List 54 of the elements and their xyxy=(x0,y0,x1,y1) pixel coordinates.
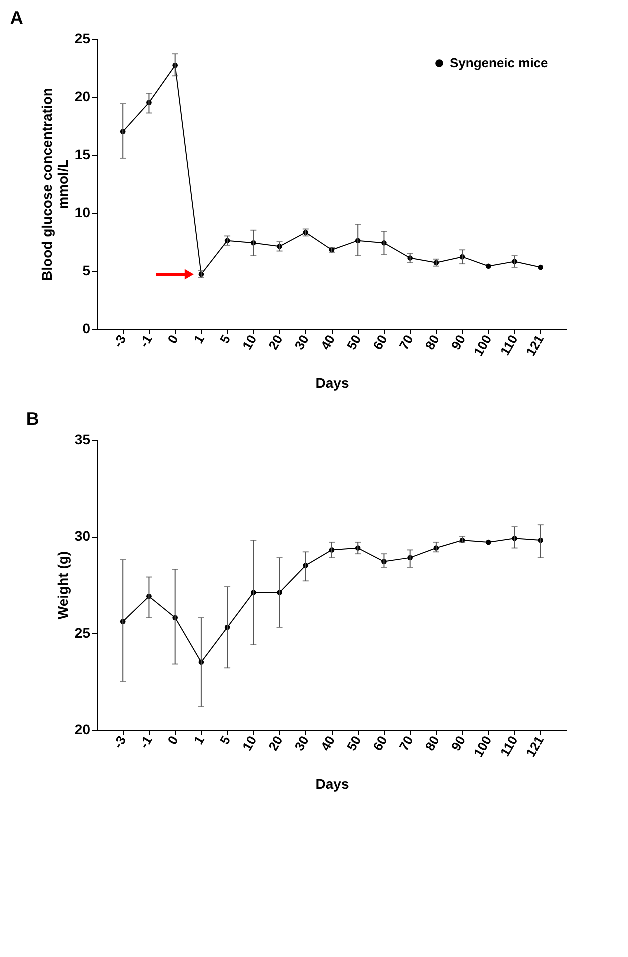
point xyxy=(486,264,492,269)
x-tick-label: 90 xyxy=(448,332,469,353)
x-tick-label: 121 xyxy=(523,734,547,760)
x-tick-label: 121 xyxy=(523,332,547,359)
x-tick-label: 5 xyxy=(217,332,234,346)
legend-label: Syngeneic mice xyxy=(450,56,548,70)
x-tick-label: 10 xyxy=(240,734,260,754)
x-tick-label: -1 xyxy=(136,332,156,350)
x-tick-label: 50 xyxy=(344,734,364,754)
x-tick-label: 100 xyxy=(470,734,495,760)
y-tick-label: 25 xyxy=(74,30,91,46)
x-tick-label: 30 xyxy=(292,332,312,353)
x-tick-label: 80 xyxy=(422,734,443,754)
x-tick-label: 5 xyxy=(217,734,234,748)
point xyxy=(538,264,544,270)
chart-title: A xyxy=(10,8,24,28)
x-tick-label: -3 xyxy=(110,332,130,350)
y-tick-label: 0 xyxy=(82,320,91,336)
x-tick-label: 60 xyxy=(370,734,390,754)
y-tick-label: 30 xyxy=(74,528,91,544)
x-tick-label: 60 xyxy=(370,332,390,353)
point xyxy=(486,540,492,546)
x-tick-label: 20 xyxy=(266,332,286,353)
y-tick-label: 35 xyxy=(74,432,91,448)
y-tick-label: 10 xyxy=(74,204,91,220)
x-tick-label: 30 xyxy=(292,734,312,754)
y-tick-label: 20 xyxy=(74,88,91,104)
x-tick-label: 20 xyxy=(266,734,286,754)
x-axis-title: Days xyxy=(316,776,350,792)
x-tick-label: 0 xyxy=(164,332,182,346)
y-tick-label: 25 xyxy=(74,624,91,641)
x-tick-label: 50 xyxy=(344,332,364,353)
x-tick-label: 40 xyxy=(318,332,338,353)
x-tick-label: 1 xyxy=(190,332,208,346)
x-tick-label: -1 xyxy=(136,734,156,752)
x-tick-label: 70 xyxy=(396,734,416,754)
x-tick-label: -3 xyxy=(110,734,130,752)
y-tick-label: 15 xyxy=(74,146,91,162)
x-tick-label: 80 xyxy=(422,332,443,353)
x-tick-label: 40 xyxy=(318,734,338,754)
x-tick-label: 10 xyxy=(240,332,260,353)
x-axis-title: Days xyxy=(316,374,350,391)
x-tick-label: 110 xyxy=(497,332,521,358)
x-tick-label: 100 xyxy=(470,332,495,359)
y-axis-title: Blood glucose concentration mmol/L xyxy=(38,88,71,281)
chart-title: B xyxy=(26,409,40,429)
x-tick-label: 1 xyxy=(190,734,208,748)
y-tick-label: 20 xyxy=(74,722,91,738)
x-tick-label: 90 xyxy=(448,734,469,754)
x-tick-label: 110 xyxy=(497,734,521,760)
x-tick-label: 70 xyxy=(396,332,416,353)
y-tick-label: 5 xyxy=(82,262,91,278)
x-tick-label: 0 xyxy=(164,734,182,748)
y-axis-title: Weight (g) xyxy=(54,551,71,620)
